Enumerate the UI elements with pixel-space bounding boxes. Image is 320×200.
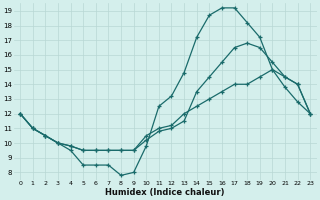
X-axis label: Humidex (Indice chaleur): Humidex (Indice chaleur) bbox=[106, 188, 225, 197]
